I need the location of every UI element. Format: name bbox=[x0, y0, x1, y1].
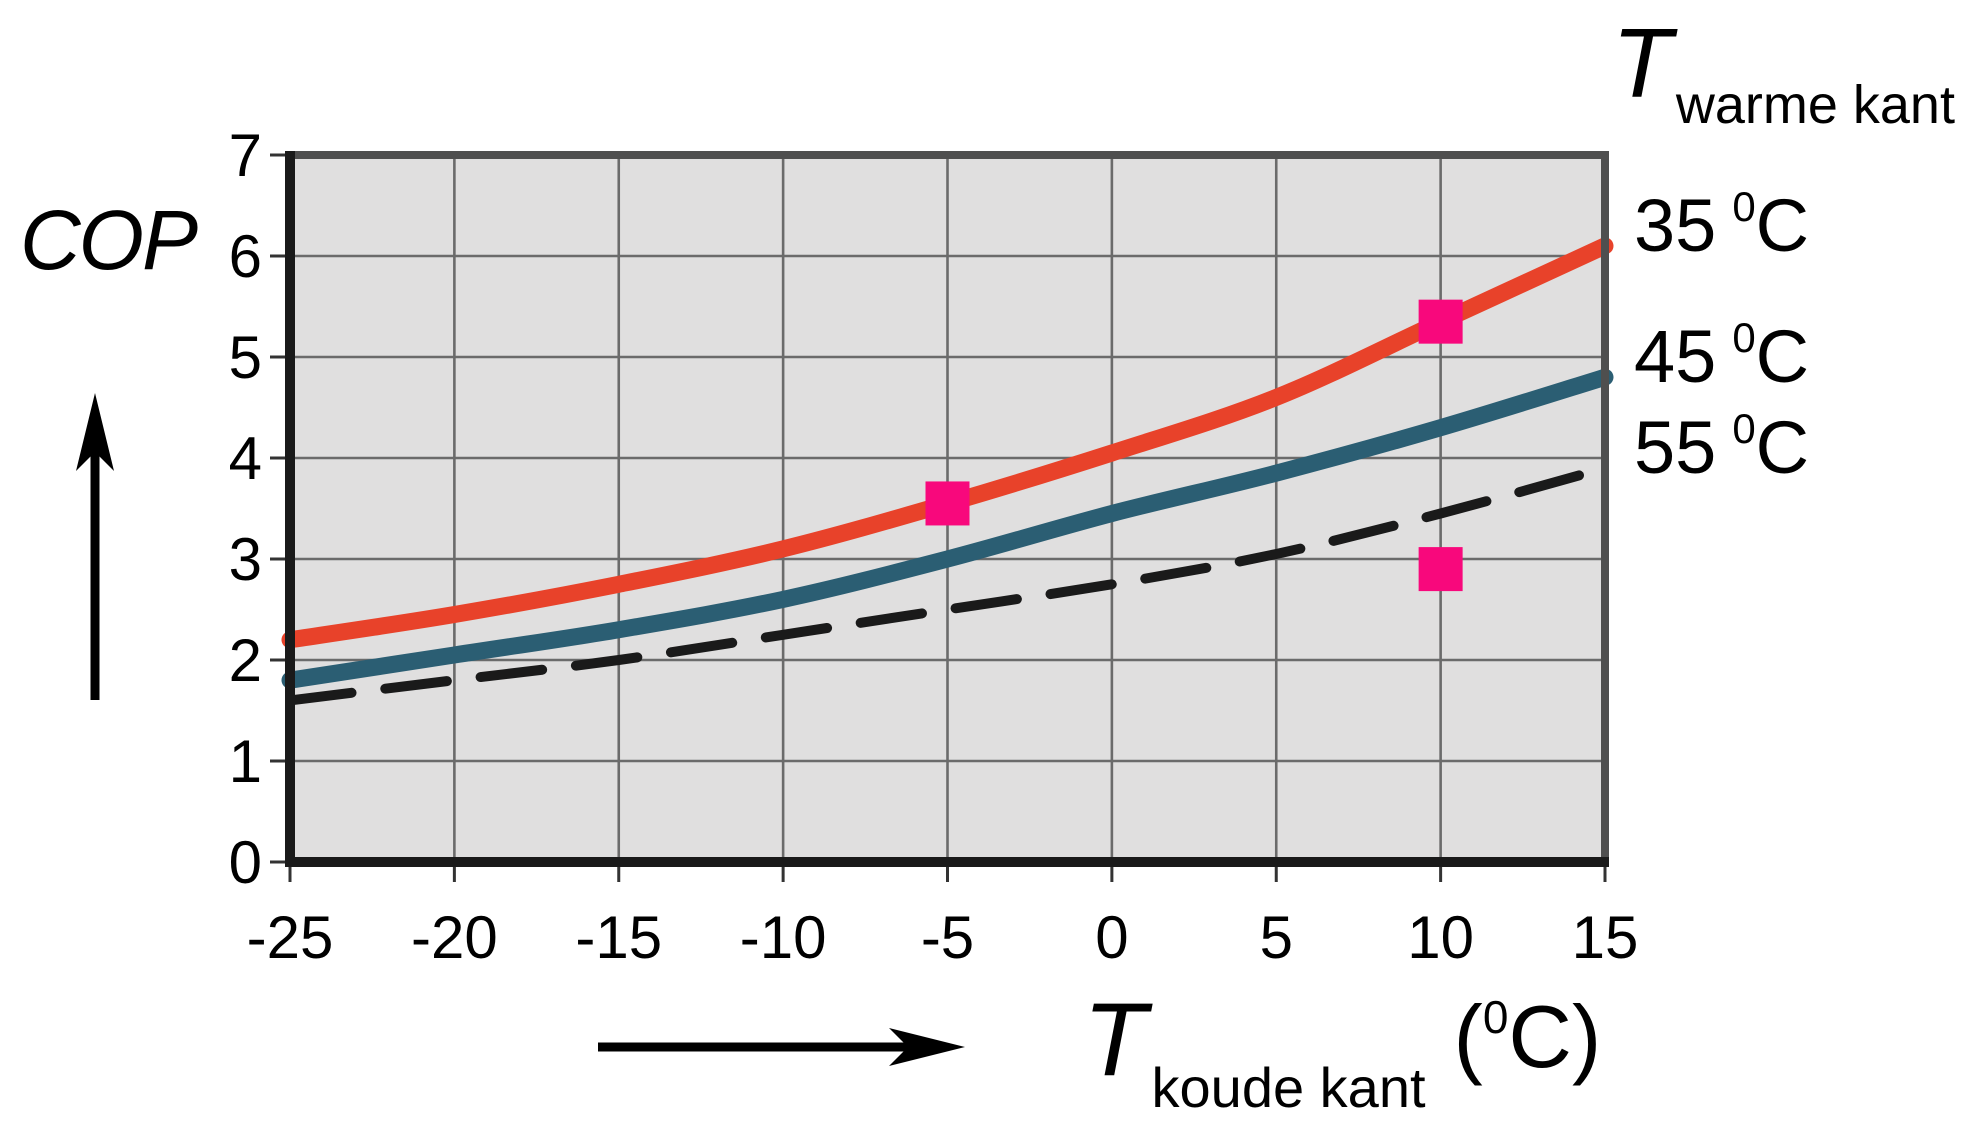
x-axis-title: Tkoude kant(0C) bbox=[1083, 987, 1602, 1116]
legend-entry-35c: 35 0C bbox=[1634, 183, 1809, 274]
legend-entry-value: 55 bbox=[1634, 406, 1717, 489]
curve-55c bbox=[285, 463, 1610, 706]
x-axis-unit: (0C) bbox=[1454, 987, 1602, 1086]
x-axis-title-symbol: T bbox=[1083, 982, 1147, 1098]
legend-entry-unit: C bbox=[1755, 184, 1810, 267]
curve-45c bbox=[281, 368, 1614, 689]
measurement-point bbox=[1418, 299, 1463, 344]
legend-entry-degree: 0 bbox=[1732, 183, 1756, 230]
x-tick-label: 10 bbox=[1407, 904, 1474, 971]
x-arrow-head bbox=[889, 1028, 965, 1066]
y-arrow-head bbox=[76, 393, 114, 471]
y-tick-label: 7 bbox=[229, 122, 262, 189]
y-tick-label: 3 bbox=[229, 526, 262, 593]
y-tick-label: 2 bbox=[229, 627, 262, 694]
y-axis-title: COP bbox=[20, 193, 198, 287]
y-tick-label: 5 bbox=[229, 324, 262, 391]
legend-entry-55c: 55 0C bbox=[1634, 405, 1809, 496]
x-tick-label: -5 bbox=[921, 904, 974, 971]
legend-title-symbol: T bbox=[1612, 8, 1672, 118]
x-tick-label: -20 bbox=[411, 904, 498, 971]
legend-entry-unit: C bbox=[1755, 406, 1810, 489]
legend-title-subscript: warme kant bbox=[1675, 75, 1955, 135]
x-axis-arrow-icon bbox=[598, 1028, 965, 1066]
measurement-point bbox=[925, 481, 970, 526]
x-tick-label: 0 bbox=[1095, 904, 1128, 971]
x-axis-title-subscript: koude kant bbox=[1151, 1056, 1426, 1119]
legend-entry-45c: 45 0C bbox=[1634, 314, 1809, 405]
legend-title: Twarme kant bbox=[1612, 14, 1955, 132]
legend-entry-value: 35 bbox=[1634, 184, 1717, 267]
x-axis-unit-close: C) bbox=[1508, 987, 1602, 1086]
y-tick-label: 1 bbox=[229, 728, 262, 795]
legend-entry-degree: 0 bbox=[1732, 405, 1756, 452]
x-tick-label: -10 bbox=[740, 904, 827, 971]
x-axis-unit-degree: 0 bbox=[1482, 991, 1509, 1043]
x-tick-label: -15 bbox=[575, 904, 662, 971]
legend-entry-value: 45 bbox=[1634, 315, 1717, 398]
y-tick-label: 0 bbox=[229, 829, 262, 896]
y-axis-arrow-icon bbox=[76, 393, 114, 700]
x-tick-label: -25 bbox=[247, 904, 334, 971]
measurement-point bbox=[1418, 547, 1463, 592]
x-tick-label: 5 bbox=[1260, 904, 1293, 971]
y-tick-label: 4 bbox=[229, 425, 262, 492]
y-tick-label: 6 bbox=[229, 223, 262, 290]
x-tick-label: 15 bbox=[1572, 904, 1639, 971]
legend-entry-unit: C bbox=[1755, 315, 1810, 398]
legend-entry-degree: 0 bbox=[1732, 314, 1756, 361]
x-axis-unit-open: ( bbox=[1453, 987, 1483, 1086]
